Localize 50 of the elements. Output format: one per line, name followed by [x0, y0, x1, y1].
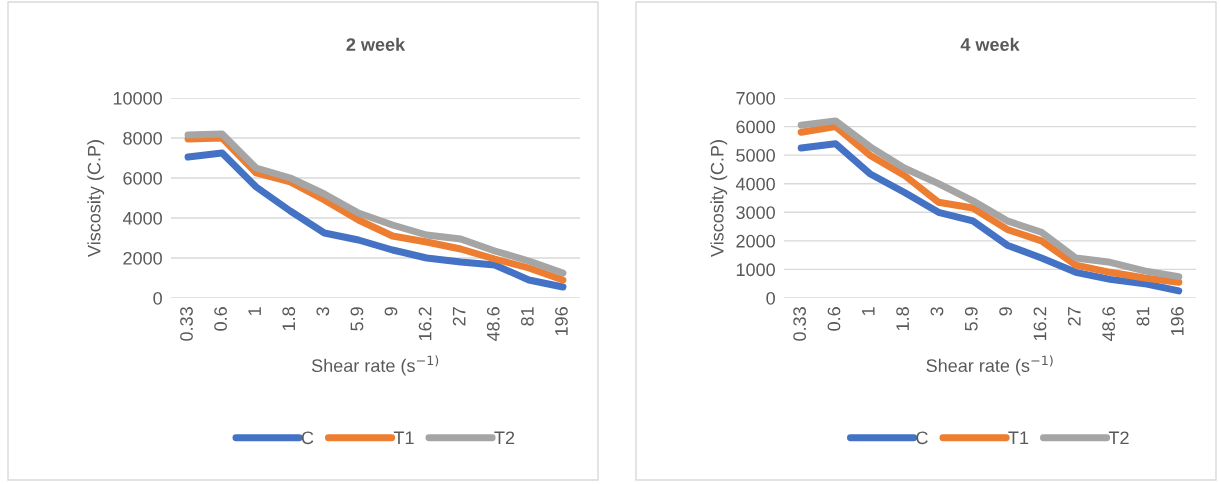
y-tick-label: 5000 — [736, 149, 775, 162]
x-tick-label: 16.2 — [418, 307, 432, 341]
y-tick-label: 4000 — [122, 211, 162, 225]
x-tick-label: 27 — [1067, 307, 1081, 326]
x-tick-label: 196 — [1170, 307, 1184, 336]
x-tick-label: 1.8 — [896, 307, 910, 331]
y-tick-label: 7000 — [736, 91, 775, 105]
x-tick-label: 81 — [520, 307, 534, 326]
x-tick-label: 5.9 — [350, 307, 364, 331]
y-tick-label: 2000 — [736, 234, 775, 248]
x-tick-label: 0.33 — [180, 307, 193, 341]
x-tick-label: 48.6 — [1102, 307, 1116, 342]
x-tick-label: 196 — [555, 307, 568, 336]
y-tick-label: 2000 — [123, 251, 162, 265]
x-tick-label: 27 — [452, 307, 466, 326]
legend-label: T1 — [1008, 431, 1029, 444]
y-tick-label: 1000 — [736, 263, 775, 277]
y-axis-title: Viscosity (C.P) — [710, 140, 728, 257]
y-tick-label: 3000 — [736, 206, 775, 220]
x-tick-label: 0.6 — [827, 307, 841, 331]
y-tick-label: 10000 — [113, 91, 162, 105]
x-tick-label: 1 — [248, 307, 261, 315]
x-axis-title: Shear rate (s$^{−1)}$ — [926, 355, 1053, 376]
x-tick-label: 1 — [862, 307, 875, 315]
legend-label: C — [916, 431, 928, 445]
x-tick-label: 9 — [384, 307, 398, 316]
x-tick-label: 5.9 — [964, 307, 978, 331]
legend-label: T2 — [1108, 431, 1129, 444]
y-tick-label: 0 — [153, 291, 162, 305]
chart-title: 2 week — [346, 37, 406, 51]
chart-title: 4 week — [960, 37, 1020, 51]
x-tick-label: 81 — [1136, 307, 1150, 326]
x-tick-label: 3 — [930, 307, 944, 316]
y-tick-label: 8000 — [123, 131, 162, 145]
y-tick-label: 6000 — [123, 171, 162, 185]
x-tick-label: 16.2 — [1033, 307, 1047, 341]
y-tick-label: 4000 — [735, 177, 775, 191]
y-axis-title: Viscosity (C.P) — [87, 140, 105, 257]
x-tick-label: 3 — [316, 307, 330, 316]
x-tick-label: 0.33 — [793, 307, 807, 341]
legend-label: T1 — [393, 431, 414, 444]
x-tick-label: 9 — [999, 307, 1013, 316]
legend-label: T2 — [494, 431, 515, 444]
x-tick-label: 48.6 — [486, 307, 500, 342]
legend-label: C — [301, 431, 314, 445]
y-tick-label: 0 — [766, 291, 775, 305]
x-tick-label: 1.8 — [282, 307, 296, 331]
y-tick-label: 6000 — [736, 120, 775, 134]
x-axis-title: Shear rate (s$^{−1)}$ — [311, 355, 439, 376]
x-tick-label: 0.6 — [214, 307, 227, 331]
